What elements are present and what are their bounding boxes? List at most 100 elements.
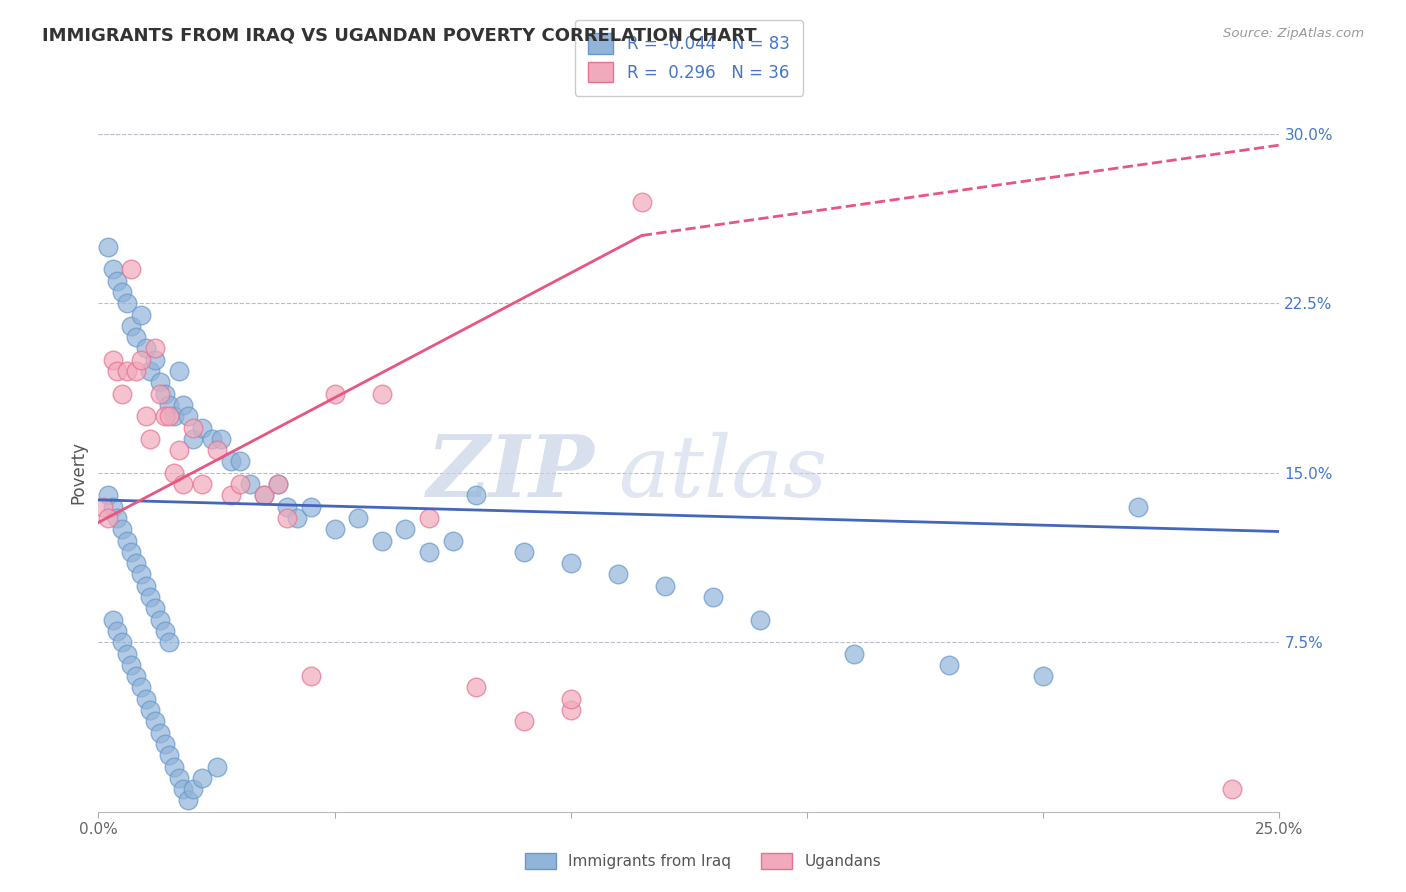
Point: [938, 657, 960, 672]
Point: [323, 522, 346, 536]
Point: [91, 500, 114, 514]
Point: [97, 240, 120, 254]
Point: [181, 432, 204, 446]
Point: [560, 556, 582, 570]
Point: [239, 477, 262, 491]
Point: [125, 330, 148, 344]
Point: [512, 714, 534, 729]
Point: [163, 466, 186, 480]
Point: [143, 352, 166, 367]
Point: [172, 782, 194, 797]
Point: [97, 488, 120, 502]
Text: atlas: atlas: [619, 432, 827, 514]
Y-axis label: Poverty: Poverty: [69, 442, 87, 504]
Point: [607, 567, 630, 582]
Point: [121, 262, 143, 277]
Point: [105, 511, 128, 525]
Point: [267, 477, 290, 491]
Point: [181, 782, 204, 797]
Point: [135, 409, 157, 424]
Point: [347, 511, 370, 525]
Point: [153, 624, 176, 638]
Point: [149, 386, 172, 401]
Point: [201, 432, 224, 446]
Point: [157, 398, 180, 412]
Point: [512, 545, 534, 559]
Point: [121, 657, 143, 672]
Point: [418, 545, 440, 559]
Point: [177, 409, 200, 424]
Point: [299, 500, 322, 514]
Point: [181, 420, 204, 434]
Text: IMMIGRANTS FROM IRAQ VS UGANDAN POVERTY CORRELATION CHART: IMMIGRANTS FROM IRAQ VS UGANDAN POVERTY …: [42, 27, 756, 45]
Point: [129, 352, 152, 367]
Point: [153, 737, 176, 751]
Point: [167, 771, 190, 785]
Point: [418, 511, 440, 525]
Point: [394, 522, 416, 536]
Point: [121, 545, 143, 559]
Point: [229, 477, 252, 491]
Point: [125, 669, 148, 683]
Point: [285, 511, 308, 525]
Point: [654, 579, 676, 593]
Point: [172, 398, 194, 412]
Point: [153, 386, 176, 401]
Point: [101, 613, 124, 627]
Point: [157, 635, 180, 649]
Point: [105, 274, 128, 288]
Point: [143, 342, 166, 356]
Point: [465, 681, 488, 695]
Point: [167, 443, 190, 458]
Point: [191, 420, 214, 434]
Point: [1220, 782, 1243, 797]
Point: [153, 409, 176, 424]
Point: [111, 285, 134, 299]
Point: [1032, 669, 1054, 683]
Point: [129, 567, 152, 582]
Point: [253, 488, 276, 502]
Point: [139, 590, 162, 604]
Point: [149, 613, 172, 627]
Point: [97, 511, 120, 525]
Point: [177, 793, 200, 807]
Point: [163, 759, 186, 773]
Point: [105, 364, 128, 378]
Point: [105, 624, 128, 638]
Point: [121, 318, 143, 333]
Point: [844, 647, 866, 661]
Point: [157, 409, 180, 424]
Point: [219, 454, 242, 468]
Text: ZIP: ZIP: [426, 431, 595, 515]
Point: [205, 443, 228, 458]
Point: [129, 681, 152, 695]
Point: [129, 308, 152, 322]
Point: [1126, 500, 1149, 514]
Point: [465, 488, 488, 502]
Point: [111, 386, 134, 401]
Point: [323, 386, 346, 401]
Point: [560, 703, 582, 717]
Point: [135, 579, 157, 593]
Legend: R = -0.044   N = 83, R =  0.296   N = 36: R = -0.044 N = 83, R = 0.296 N = 36: [575, 21, 803, 95]
Point: [149, 725, 172, 739]
Point: [371, 386, 394, 401]
Point: [191, 477, 214, 491]
Point: [163, 409, 186, 424]
Point: [229, 454, 252, 468]
Point: [702, 590, 724, 604]
Point: [191, 771, 214, 785]
Point: [299, 669, 322, 683]
Point: [748, 613, 770, 627]
Point: [560, 691, 582, 706]
Text: Source: ZipAtlas.com: Source: ZipAtlas.com: [1223, 27, 1364, 40]
Point: [143, 714, 166, 729]
Point: [276, 500, 298, 514]
Point: [157, 748, 180, 763]
Point: [115, 533, 138, 548]
Point: [125, 364, 148, 378]
Point: [101, 500, 124, 514]
Point: [135, 691, 157, 706]
Point: [209, 432, 232, 446]
Point: [115, 364, 138, 378]
